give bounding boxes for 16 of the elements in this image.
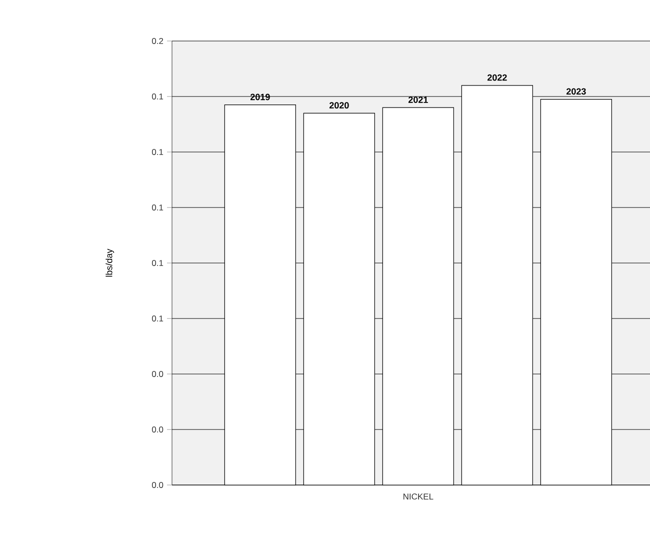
y-tick-label: 0.1 bbox=[152, 315, 164, 322]
series-label: 2019 bbox=[250, 94, 270, 100]
series-label: 2021 bbox=[408, 96, 428, 103]
y-tick-label: 0.0 bbox=[152, 426, 164, 433]
series-label: 2022 bbox=[487, 74, 507, 81]
y-tick-label: 0.0 bbox=[152, 370, 164, 378]
series-label: 2020 bbox=[329, 102, 349, 109]
y-axis-title: lbs/day bbox=[106, 248, 114, 277]
x-tick-label: NICKEL bbox=[404, 494, 434, 500]
y-tick-label: 0.1 bbox=[152, 260, 164, 266]
series-label: 2023 bbox=[566, 88, 586, 95]
y-tick-label: 0.2 bbox=[152, 38, 164, 44]
y-tick-label: 0.1 bbox=[152, 204, 164, 210]
y-tick-label: 0.1 bbox=[152, 93, 164, 100]
y-tick-label: 0.0 bbox=[152, 482, 164, 488]
y-tick-label: 0.1 bbox=[152, 148, 164, 155]
